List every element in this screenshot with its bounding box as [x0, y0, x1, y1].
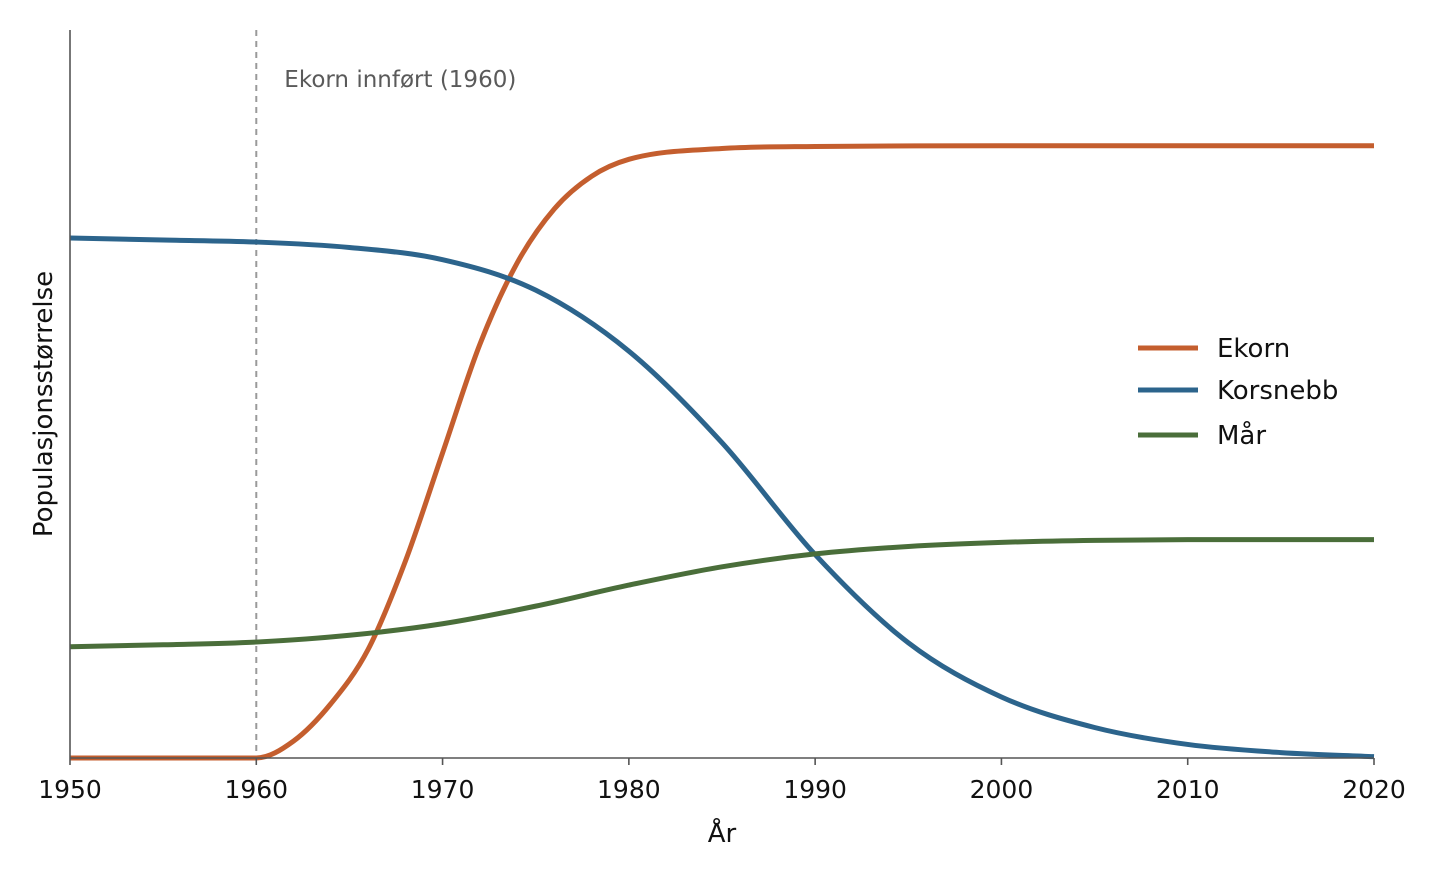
plot-area	[69, 30, 1375, 761]
x-axis-label: År	[708, 817, 737, 849]
series-line-korsnebb	[69, 235, 1375, 760]
series-line-m-r	[69, 537, 1374, 650]
x-tick-label: 2020	[1342, 775, 1406, 804]
y-axis-label: Populasjonsstørrelse	[29, 271, 59, 537]
legend: Ekorn Korsnebb Mår	[1138, 334, 1338, 451]
legend-label-m-r: Mår	[1217, 420, 1266, 451]
legend-label-ekorn: Ekorn	[1217, 334, 1290, 364]
x-tick-label: 1960	[224, 775, 288, 804]
x-tick-label: 1970	[411, 775, 475, 804]
x-tick-label: 1980	[597, 775, 661, 804]
x-tick-label: 1950	[38, 775, 102, 804]
legend-label-korsnebb: Korsnebb	[1217, 376, 1338, 406]
x-axis-ticks: 1950 1960 1970 1980 1990 2000 2010 2020	[38, 758, 1406, 804]
x-tick-label: 1990	[783, 775, 847, 804]
x-tick-label: 2000	[970, 775, 1034, 804]
introduction-annotation: Ekorn innført (1960)	[284, 67, 516, 93]
series-line-ekorn	[69, 143, 1374, 761]
x-tick-label: 2010	[1156, 775, 1220, 804]
